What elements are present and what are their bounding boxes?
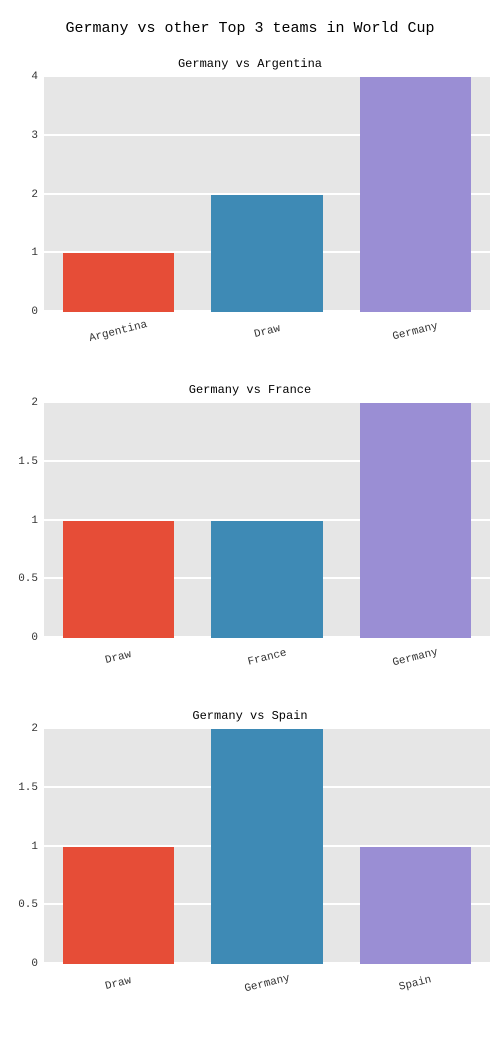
subplot-1: Germany vs France 00.511.52DrawFranceGerm… xyxy=(10,383,490,664)
x-label: Germany xyxy=(342,634,489,682)
bars-group xyxy=(44,729,490,964)
figure: Germany vs other Top 3 teams in World Cu… xyxy=(0,0,500,1045)
subplot-title: Germany vs Spain xyxy=(10,709,490,723)
bars-group xyxy=(44,403,490,638)
x-axis: DrawFranceGermany xyxy=(44,638,490,664)
x-axis: DrawGermanySpain xyxy=(44,964,490,990)
x-label: Draw xyxy=(45,634,192,682)
x-label: France xyxy=(193,634,340,682)
bars-group xyxy=(44,77,490,312)
bar xyxy=(211,729,323,964)
subplots-container: Germany vs Argentina01234ArgentinaDrawGe… xyxy=(10,57,490,990)
x-label: Draw xyxy=(193,308,340,356)
x-axis: ArgentinaDrawGermany xyxy=(44,312,490,338)
bar xyxy=(360,403,472,638)
x-label: Spain xyxy=(342,960,489,1008)
subplot-0: Germany vs Argentina 01234ArgentinaDrawGe… xyxy=(10,57,490,338)
subplot-2: Germany vs Spain 00.511.52DrawGermanySpai… xyxy=(10,709,490,990)
x-label: Germany xyxy=(193,960,340,1008)
main-title: Germany vs other Top 3 teams in World Cu… xyxy=(10,20,490,37)
bar xyxy=(211,521,323,639)
y-axis: 00.511.52 xyxy=(10,729,44,964)
subplot-title: Germany vs Argentina xyxy=(10,57,490,71)
x-label: Germany xyxy=(342,308,489,356)
bar xyxy=(63,253,175,312)
subplot-title: Germany vs France xyxy=(10,383,490,397)
bar xyxy=(360,847,472,965)
x-label: Argentina xyxy=(45,308,192,356)
y-axis: 01234 xyxy=(10,77,44,312)
x-label: Draw xyxy=(45,960,192,1008)
bar xyxy=(360,77,472,312)
plot-area xyxy=(44,77,490,312)
bar xyxy=(211,195,323,313)
y-axis: 00.511.52 xyxy=(10,403,44,638)
plot-area xyxy=(44,729,490,964)
bar xyxy=(63,521,175,639)
plot-area xyxy=(44,403,490,638)
bar xyxy=(63,847,175,965)
